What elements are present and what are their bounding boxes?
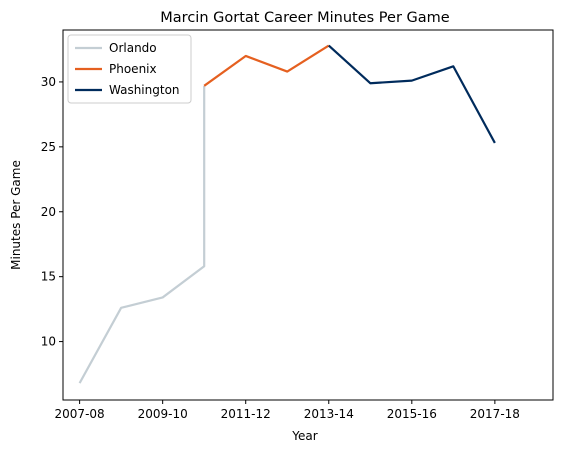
x-tick-label: 2011-12 — [221, 407, 271, 421]
y-tick-label: 15 — [41, 270, 56, 284]
legend-label: Phoenix — [109, 62, 157, 76]
plot-area — [62, 29, 554, 401]
chart-title: Marcin Gortat Career Minutes Per Game — [160, 10, 449, 26]
y-tick-label: 20 — [41, 205, 56, 219]
legend-label: Washington — [109, 83, 180, 97]
series-line-orlando — [78, 85, 206, 384]
x-tick-label: 2009-10 — [138, 407, 188, 421]
x-axis-label: Year — [291, 429, 317, 443]
x-tick-label: 2015-16 — [387, 407, 437, 421]
legend-box — [67, 34, 192, 104]
series-line-washington — [328, 44, 496, 144]
x-tick-label: 2013-14 — [304, 407, 354, 421]
y-axis: 10 15 20 25 30 — [41, 75, 63, 349]
y-tick-label: 30 — [41, 75, 56, 89]
legend: Orlando Phoenix Washington — [67, 34, 192, 104]
y-axis-label: Minutes Per Game — [9, 160, 23, 270]
x-tick-label: 2017-18 — [470, 407, 520, 421]
x-tick-label: 2007-08 — [55, 407, 105, 421]
series-line-phoenix — [203, 44, 330, 87]
y-tick-label: 10 — [41, 335, 56, 349]
x-axis: 2007-08 2009-10 2011-12 2013-14 2015-16 2017-… — [55, 400, 520, 421]
series-layer — [78, 44, 496, 384]
y-tick-label: 25 — [41, 140, 56, 154]
legend-label: Orlando — [109, 41, 157, 55]
